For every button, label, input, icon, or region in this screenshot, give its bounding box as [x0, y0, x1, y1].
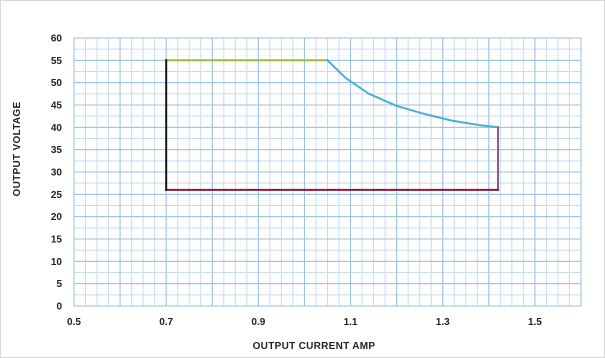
y-tick-label: 10: [51, 257, 63, 268]
x-tick-label: 1.1: [344, 317, 358, 328]
x-tick-label: 1.5: [528, 317, 542, 328]
y-tick-label: 35: [51, 145, 63, 156]
y-tick-labels: 0 5 10 15 20 25 30 35 40 45 50 55 60: [51, 34, 63, 313]
y-tick-label: 5: [56, 279, 62, 290]
x-tick-label: 0.9: [251, 317, 265, 328]
x-tick-labels: 0.5 0.7 0.9 1.1 1.3 1.5: [67, 317, 542, 328]
y-tick-label: 60: [51, 34, 63, 45]
y-axis-label: OUTPUT VOLTAGE: [12, 102, 23, 197]
series-layer: [165, 58, 500, 191]
x-tick-label: 1.3: [436, 317, 450, 328]
y-tick-label: 55: [51, 56, 63, 67]
series-line-2: [326, 58, 500, 129]
y-tick-label: 20: [51, 212, 63, 223]
y-tick-label: 30: [51, 168, 63, 179]
x-tick-label: 0.5: [67, 317, 81, 328]
y-tick-label: 25: [51, 190, 63, 201]
y-tick-label: 0: [56, 302, 62, 313]
y-tick-label: 50: [51, 78, 63, 89]
x-tick-label: 0.7: [159, 317, 173, 328]
x-axis-label: OUTPUT CURRENT AMP: [253, 341, 376, 352]
y-tick-label: 45: [51, 101, 63, 112]
y-tick-label: 15: [51, 235, 63, 246]
y-tick-label: 40: [51, 123, 63, 134]
